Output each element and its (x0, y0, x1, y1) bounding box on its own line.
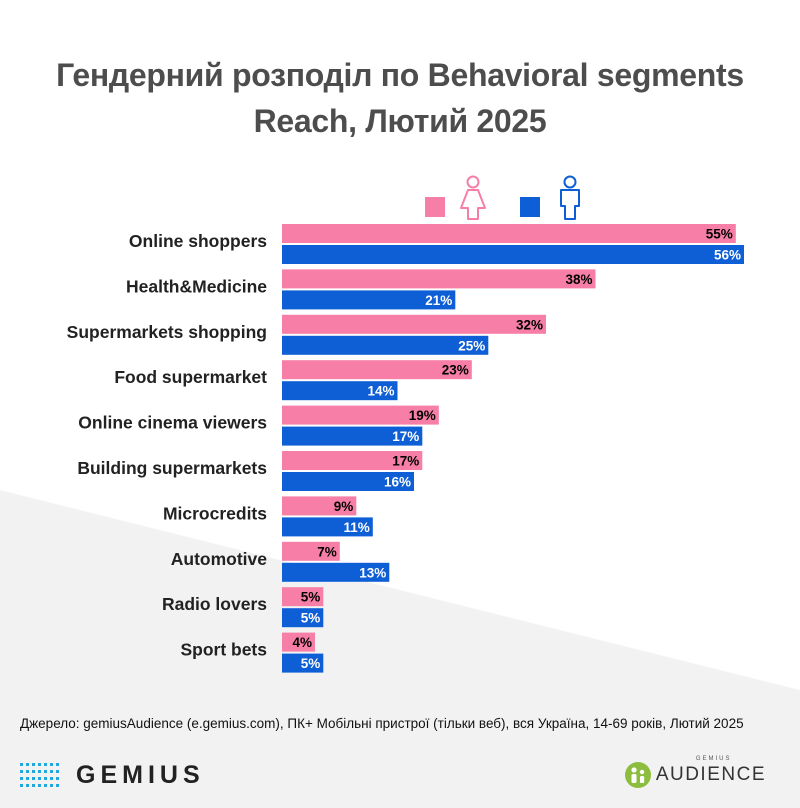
value-label-female-building-supermarkets: 17% (392, 454, 419, 469)
category-label-online-cinema-viewers: Online cinema viewers (78, 413, 267, 433)
bar-female-automotive (282, 541, 340, 561)
value-label-female-supermarkets-shopping: 32% (516, 317, 543, 332)
gemius-dots-icon (20, 763, 59, 787)
value-label-male-building-supermarkets: 16% (384, 475, 411, 490)
bar-female-health-medicine (282, 269, 596, 289)
value-label-female-sport-bets: 4% (292, 635, 312, 650)
female-figure-icon (460, 175, 486, 220)
bar-male-online-shoppers (282, 245, 744, 264)
category-label-supermarkets-shopping: Supermarkets shopping (67, 322, 267, 342)
gemius-logo: GEMIUS (20, 760, 205, 790)
bar-male-sport-bets (282, 653, 324, 673)
value-label-male-online-cinema-viewers: 17% (392, 429, 419, 444)
chart-title: Гендерний розподіл по Behavioral segment… (0, 52, 800, 144)
source-note: Джерело: gemiusAudience (e.gemius.com), … (20, 716, 744, 731)
bar-female-sport-bets (282, 632, 315, 652)
value-label-male-health-medicine: 21% (425, 293, 452, 308)
gemius-wordmark: GEMIUS (76, 760, 205, 789)
category-label-automotive: Automotive (171, 549, 268, 569)
value-label-female-automotive: 7% (317, 544, 337, 559)
bar-female-food-supermarket (282, 360, 472, 380)
audience-people-icon (624, 762, 651, 788)
category-label-online-shoppers: Online shoppers (129, 231, 267, 251)
chart-title-line-2: Reach, Лютий 2025 (253, 103, 547, 139)
value-label-male-automotive: 13% (359, 565, 386, 580)
category-label-sport-bets: Sport bets (180, 640, 267, 660)
audience-logo: GEMIUS AUDIENCE (624, 756, 766, 790)
audience-logo-text: AUDIENCE (655, 764, 766, 785)
value-label-male-supermarkets-shopping: 25% (458, 338, 485, 353)
bar-male-health-medicine (282, 290, 456, 310)
bar-male-online-cinema-viewers (282, 426, 423, 446)
chart-title-line-1: Гендерний розподіл по Behavioral segment… (56, 57, 744, 93)
value-label-male-online-shoppers: 56% (714, 248, 741, 263)
audience-logo-small-text: GEMIUS (695, 756, 732, 762)
value-label-male-radio-lovers: 5% (301, 611, 321, 626)
bar-female-online-shoppers (282, 224, 736, 243)
category-label-health-medicine: Health&Medicine (126, 276, 267, 296)
category-label-radio-lovers: Radio lovers (162, 594, 267, 614)
value-label-male-sport-bets: 5% (301, 656, 321, 671)
value-label-female-online-shoppers: 55% (706, 227, 733, 242)
value-label-male-microcredits: 11% (344, 520, 370, 535)
bar-male-food-supermarket (282, 381, 398, 401)
bar-female-radio-lovers (282, 587, 324, 607)
value-label-female-food-supermarket: 23% (442, 363, 469, 378)
legend-male-swatch (520, 197, 540, 217)
bar-female-building-supermarkets (282, 451, 423, 470)
male-figure-icon (560, 175, 580, 220)
bar-male-microcredits (282, 517, 373, 537)
value-label-female-online-cinema-viewers: 19% (409, 408, 436, 423)
bar-male-supermarkets-shopping (282, 335, 489, 355)
bar-female-supermarkets-shopping (282, 314, 546, 334)
value-label-male-food-supermarket: 14% (367, 384, 394, 399)
bar-male-automotive (282, 562, 390, 582)
category-label-food-supermarket: Food supermarket (114, 367, 267, 387)
legend-female-swatch (425, 197, 445, 217)
value-label-female-microcredits: 9% (334, 499, 354, 514)
value-label-female-health-medicine: 38% (565, 272, 592, 287)
category-label-building-supermarkets: Building supermarkets (77, 458, 267, 478)
bar-male-building-supermarkets (282, 472, 414, 491)
category-label-microcredits: Microcredits (163, 503, 267, 523)
value-label-female-radio-lovers: 5% (301, 590, 321, 605)
bar-female-online-cinema-viewers (282, 405, 439, 425)
bar-male-radio-lovers (282, 608, 324, 628)
bar-female-microcredits (282, 496, 357, 516)
